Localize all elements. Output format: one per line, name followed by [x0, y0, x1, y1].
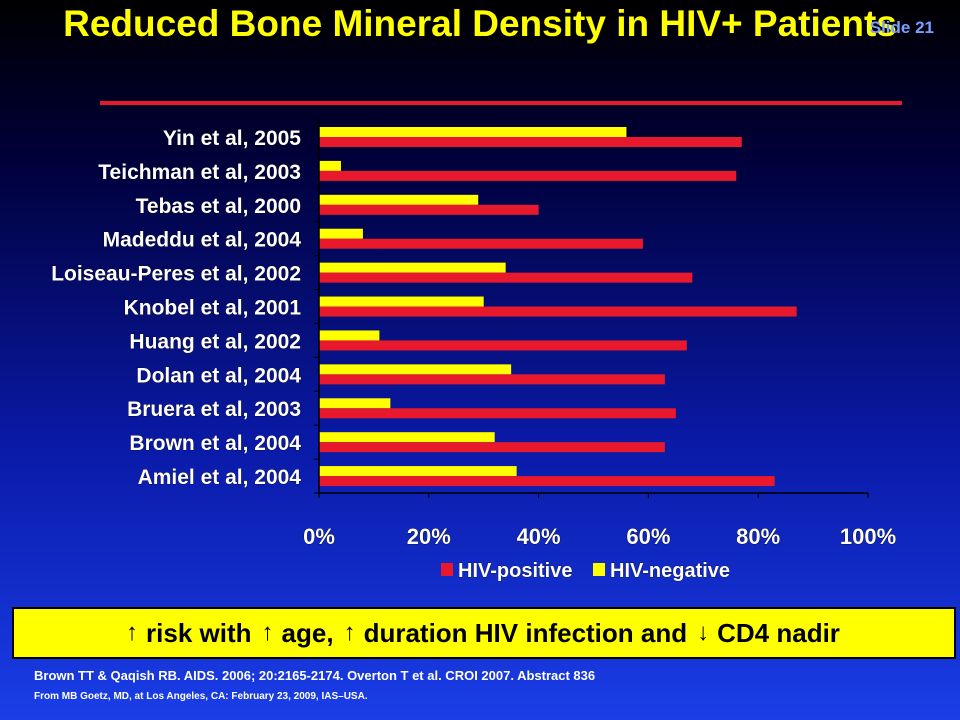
title-underline — [100, 101, 902, 105]
banner-text-age: age, — [281, 617, 334, 648]
bar-hiv-positive — [319, 272, 693, 283]
bar-hiv-positive — [319, 476, 775, 487]
banner-text-duration: duration HIV infection and — [363, 617, 688, 648]
category-label: Amiel et al, 2004 — [138, 466, 302, 489]
category-label: Knobel et al, 2001 — [124, 297, 302, 320]
bar-hiv-positive — [319, 306, 797, 317]
up-arrow-icon: ↑ — [343, 619, 356, 646]
category-label: Huang et al, 2002 — [129, 330, 301, 353]
legend-swatch — [441, 563, 453, 576]
banner-text-risk: risk with — [146, 617, 252, 648]
x-tick-label: 60% — [626, 524, 670, 549]
source-text: From MB Goetz, MD, at Los Angeles, CA: F… — [34, 691, 368, 702]
x-tick-label: 80% — [736, 524, 780, 549]
category-label: Madeddu et al, 2004 — [103, 229, 302, 252]
bar-hiv-positive — [319, 170, 737, 181]
category-label: Teichman et al, 2003 — [98, 161, 301, 184]
up-arrow-icon: ↑ — [261, 619, 274, 646]
legend-label: HIV-positive — [458, 560, 572, 582]
bone-density-chart: Yin et al, 2005 Teichman et al, 2003 Tebas… — [51, 119, 896, 582]
bar-hiv-positive — [319, 340, 687, 351]
category-label: Loiseau-Peres et al, 2002 — [51, 263, 301, 286]
risk-factors-banner: ↑ risk with ↑ age, ↑ duration HIV infect… — [12, 607, 956, 659]
x-tick-label: 40% — [517, 524, 561, 549]
bar-hiv-positive — [319, 442, 665, 453]
legend-label: HIV-negative — [610, 560, 730, 582]
slide-title: Reduced Bone Mineral Density in HIV+ Pat… — [63, 3, 897, 44]
bar-hiv-negative — [319, 194, 479, 205]
bar-hiv-negative — [319, 160, 341, 171]
up-arrow-icon: ↑ — [126, 619, 139, 646]
bar-hiv-positive — [319, 408, 676, 419]
category-label: Dolan et al, 2004 — [136, 364, 301, 387]
bar-hiv-positive — [319, 137, 742, 147]
x-tick-label: 100% — [840, 524, 896, 549]
legend-swatch — [593, 563, 605, 576]
x-tick-label: 20% — [407, 524, 451, 549]
bar-hiv-negative — [319, 296, 484, 307]
bar-hiv-negative — [319, 127, 627, 137]
category-label: Tebas et al, 2000 — [136, 195, 301, 218]
bar-hiv-negative — [319, 398, 391, 409]
category-label: Yin et al, 2005 — [163, 127, 301, 150]
bar-hiv-positive — [319, 238, 643, 249]
bar-hiv-negative — [319, 466, 517, 477]
down-arrow-icon: ↓ — [697, 619, 710, 646]
banner-text-cd4: CD4 nadir — [717, 617, 840, 648]
category-label: Brown et al, 2004 — [129, 432, 301, 455]
bar-hiv-negative — [319, 330, 380, 341]
bar-hiv-positive — [319, 204, 539, 215]
category-label: Bruera et al, 2003 — [127, 398, 301, 421]
bar-hiv-positive — [319, 374, 665, 385]
slide-number: Slide 21 — [869, 18, 934, 37]
x-tick-label: 0% — [303, 524, 335, 549]
bar-hiv-negative — [319, 262, 506, 273]
bar-hiv-negative — [319, 228, 363, 239]
bar-hiv-negative — [319, 364, 512, 375]
citation-text: Brown TT & Qaqish RB. AIDS. 2006; 20:216… — [34, 668, 596, 683]
bar-hiv-negative — [319, 432, 495, 443]
